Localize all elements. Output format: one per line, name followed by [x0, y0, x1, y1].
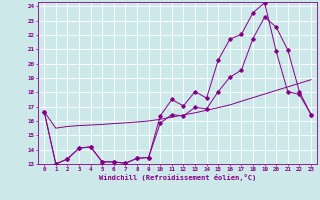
X-axis label: Windchill (Refroidissement éolien,°C): Windchill (Refroidissement éolien,°C) [99, 174, 256, 181]
